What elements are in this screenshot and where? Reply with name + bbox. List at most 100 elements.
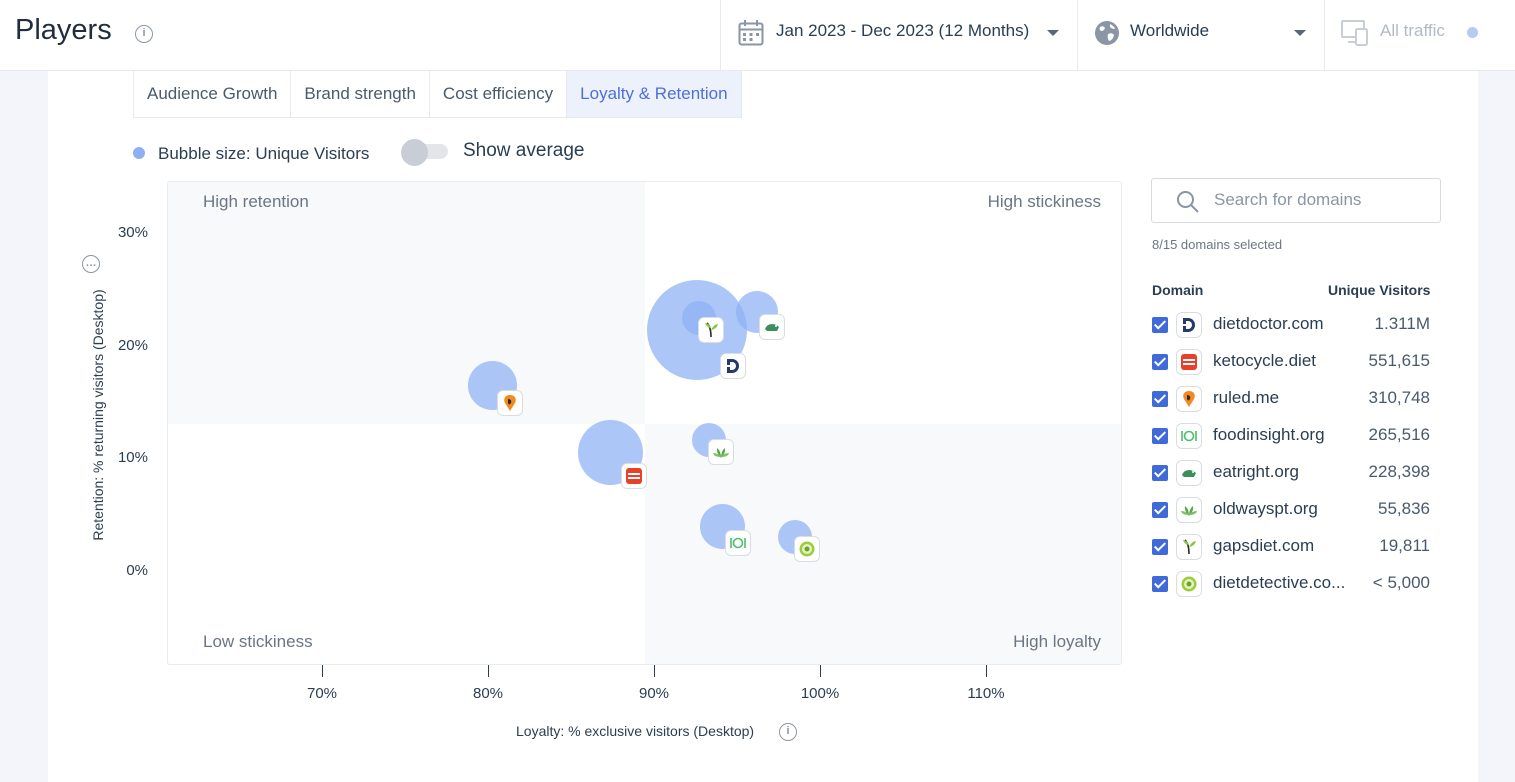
y-tick-label: 10% (117, 449, 148, 466)
search-input[interactable] (1214, 190, 1424, 210)
quadrant-label-high-retention: High retention (203, 192, 309, 211)
tab-brand-strength[interactable]: Brand strength (291, 71, 430, 117)
info-icon[interactable]: i (135, 25, 153, 43)
domain-name: ketocycle.diet (1213, 351, 1316, 370)
diet-doctor-logo-icon (1176, 312, 1202, 338)
region-label: Worldwide (1130, 21, 1210, 40)
globe-icon (1095, 21, 1119, 45)
domain-checkbox[interactable] (1152, 465, 1168, 481)
domain-name: ruled.me (1213, 388, 1280, 407)
gapsdiet-logo-icon (697, 316, 724, 343)
unique-visitors-value: 551,615 (1368, 351, 1430, 370)
domain-checkbox[interactable] (1152, 539, 1168, 555)
foodinsight-logo-icon (1176, 423, 1202, 449)
top-bar: Players i Jan 2023 - Dec 2023 (12 Months… (0, 0, 1515, 71)
info-icon[interactable]: … (82, 255, 100, 273)
tab-audience-growth[interactable]: Audience Growth (134, 71, 292, 117)
selection-count: 8/15 domains selected (1152, 237, 1283, 252)
y-tick-label: 30% (117, 224, 148, 241)
oldways-logo-icon (707, 439, 734, 466)
tab-cost-efficiency[interactable]: Cost efficiency (430, 71, 568, 117)
domain-search (1151, 178, 1441, 223)
unique-visitors-value: 228,398 (1368, 462, 1430, 481)
domain-checkbox[interactable] (1152, 391, 1168, 407)
show-average-toggle[interactable] (401, 139, 448, 166)
domain-row[interactable]: dietdoctor.com 1.311M (1152, 310, 1432, 340)
gapsdiet-logo-icon (1176, 534, 1202, 560)
unique-visitors-value: 1.311M (1374, 314, 1430, 333)
page-title: Players (15, 14, 112, 46)
x-tick-mark (488, 665, 489, 677)
divider (1077, 0, 1078, 70)
tab-loyalty-retention[interactable]: Loyalty & Retention (567, 71, 741, 117)
unique-visitors-value: 265,516 (1368, 425, 1430, 444)
dietdetective-logo-icon (1176, 571, 1202, 597)
domain-row[interactable]: eatright.org 228,398 (1152, 458, 1432, 488)
unique-visitors-value: < 5,000 (1372, 573, 1430, 592)
x-tick-label: 110% (967, 685, 1005, 702)
x-tick-label: 90% (638, 685, 670, 702)
domain-name: dietdoctor.com (1213, 314, 1324, 333)
domain-checkbox[interactable] (1152, 354, 1168, 370)
y-tick-label: 0% (126, 562, 148, 579)
eatright-logo-icon (1176, 460, 1202, 486)
metric-tabs: Audience Growth Brand strength Cost effi… (133, 71, 742, 118)
show-average-label: Show average (463, 140, 585, 161)
date-range-label: Jan 2023 - Dec 2023 (12 Months) (776, 21, 1030, 40)
quadrant-label-low-stickiness: Low stickiness (203, 632, 313, 651)
x-tick-mark (322, 665, 323, 677)
x-tick-label: 70% (306, 685, 338, 702)
domain-row[interactable]: ruled.me 310,748 (1152, 384, 1432, 414)
calendar-icon (738, 20, 764, 46)
ruled-me-logo-icon (1176, 386, 1202, 412)
oldways-logo-icon (1176, 497, 1202, 523)
domain-name: gapsdiet.com (1213, 536, 1315, 555)
y-tick-label: 20% (117, 337, 148, 354)
devices-icon (1341, 20, 1368, 46)
bubble-legend-dot (133, 147, 145, 159)
domain-checkbox[interactable] (1152, 502, 1168, 518)
status-dot (1467, 27, 1478, 38)
traffic-selector[interactable]: All traffic (1325, 0, 1515, 70)
toggle-knob (401, 139, 428, 166)
region-selector[interactable]: Worldwide (1078, 0, 1324, 70)
domain-checkbox[interactable] (1152, 576, 1168, 592)
domain-name: dietdetective.co... (1213, 573, 1346, 592)
ketocycle-logo-icon (1176, 349, 1202, 375)
quadrant-label-high-stickiness: High stickiness (987, 192, 1101, 211)
domain-row[interactable]: oldwayspt.org 55,836 (1152, 495, 1432, 525)
x-tick-mark (820, 665, 821, 677)
visitors-column-header: Unique Visitors (1328, 282, 1431, 298)
chevron-down-icon (1047, 30, 1059, 36)
eatright-logo-icon (758, 314, 785, 341)
x-tick-mark (986, 665, 987, 677)
traffic-label: All traffic (1380, 21, 1445, 40)
domain-name: oldwayspt.org (1213, 499, 1318, 518)
domain-checkbox[interactable] (1152, 317, 1168, 333)
info-icon[interactable]: i (779, 723, 797, 741)
bubble-chart: High retention High stickiness Low stick… (167, 181, 1122, 665)
foodinsight-logo-icon (725, 530, 752, 557)
domain-checkbox[interactable] (1152, 428, 1168, 444)
domain-row[interactable]: ketocycle.diet 551,615 (1152, 347, 1432, 377)
date-range-picker[interactable]: Jan 2023 - Dec 2023 (12 Months) (721, 0, 1077, 70)
domain-row[interactable]: foodinsight.org 265,516 (1152, 421, 1432, 451)
x-tick-label: 100% (800, 685, 840, 702)
domain-row[interactable]: dietdetective.co... < 5,000 (1152, 569, 1432, 599)
quadrant-label-high-loyalty: High loyalty (1013, 632, 1101, 651)
bubble-size-label: Bubble size: Unique Visitors (158, 144, 370, 163)
domain-column-header: Domain (1152, 282, 1204, 298)
divider (720, 0, 721, 70)
domain-name: foodinsight.org (1213, 425, 1325, 444)
quadrant-high-retention (168, 182, 645, 424)
unique-visitors-value: 310,748 (1368, 388, 1430, 407)
domain-row[interactable]: gapsdiet.com 19,811 (1152, 532, 1432, 562)
ketocycle-logo-icon (620, 462, 647, 489)
ruled-me-logo-icon (496, 390, 523, 417)
search-icon (1177, 191, 1199, 213)
unique-visitors-value: 55,836 (1378, 499, 1430, 518)
x-axis-label: Loyalty: % exclusive visitors (Desktop) (516, 723, 755, 739)
x-tick-label: 80% (472, 685, 504, 702)
divider (1324, 0, 1325, 70)
x-tick-mark (654, 665, 655, 677)
